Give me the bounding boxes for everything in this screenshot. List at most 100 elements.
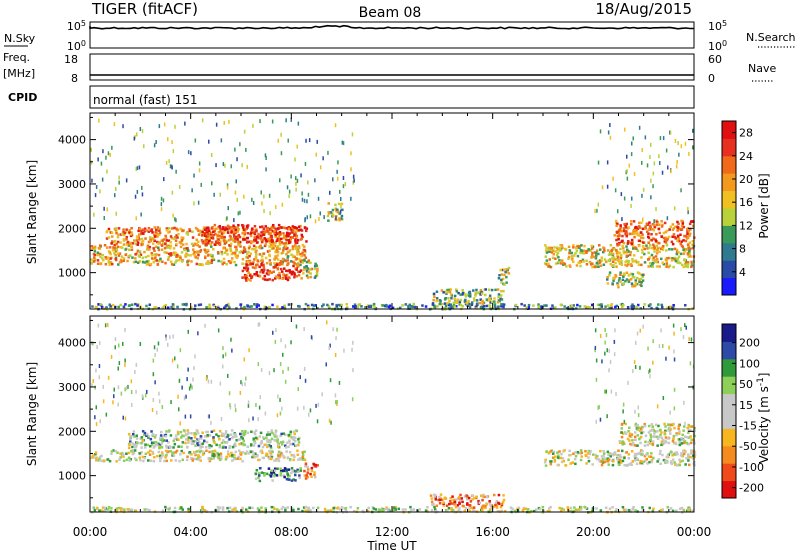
data-cell (628, 163, 630, 168)
data-cell (190, 432, 193, 435)
data-cell (280, 432, 283, 436)
data-cell (216, 451, 219, 455)
data-cell (649, 435, 653, 438)
data-cell (256, 303, 259, 306)
data-cell (118, 252, 122, 255)
data-cell (611, 463, 615, 467)
data-cell (132, 443, 136, 446)
data-cell (123, 231, 126, 235)
data-cell (556, 451, 559, 454)
data-cell (595, 419, 597, 424)
data-cell (662, 396, 665, 400)
y-tick-label: 3000 (58, 178, 86, 191)
data-cell (638, 226, 641, 229)
data-cell (307, 271, 310, 274)
data-cell (112, 246, 115, 249)
data-cell (181, 303, 185, 306)
data-cell (595, 261, 599, 265)
data-cell (162, 198, 165, 203)
data-cell (498, 274, 501, 277)
data-cell (286, 246, 289, 250)
data-cell (307, 180, 309, 185)
data-cell (218, 430, 222, 433)
data-cell (253, 228, 256, 232)
data-cell (304, 256, 308, 259)
data-cell (155, 233, 159, 236)
data-cell (236, 457, 239, 460)
data-cell (610, 306, 613, 309)
data-cell (455, 498, 458, 501)
data-cell (135, 235, 139, 238)
data-cell (686, 236, 690, 240)
data-cell (190, 453, 193, 456)
data-cell (177, 232, 180, 236)
data-cell (309, 408, 312, 413)
data-cell (612, 279, 615, 282)
data-cell (567, 255, 571, 259)
data-cell (545, 450, 548, 453)
data-cell (258, 435, 261, 438)
data-cell (197, 443, 200, 447)
data-cell (269, 211, 271, 216)
data-cell (649, 455, 653, 458)
data-cell (666, 306, 669, 310)
data-cell (654, 259, 657, 262)
data-cell (208, 446, 211, 450)
data-cell (126, 240, 130, 244)
data-cell (659, 136, 662, 141)
data-cell (682, 248, 685, 251)
data-cell (206, 434, 209, 437)
data-cell (591, 251, 594, 255)
data-cell (135, 444, 138, 447)
data-cell (235, 307, 238, 310)
data-cell (248, 418, 250, 423)
data-cell (659, 433, 662, 437)
data-cell (165, 228, 168, 232)
data-cell (246, 260, 250, 264)
data-cell (645, 244, 648, 247)
data-cell (613, 234, 616, 237)
data-cell (638, 429, 642, 433)
data-cell (684, 248, 688, 251)
data-cell (145, 229, 149, 232)
data-cell (155, 253, 158, 256)
data-cell (606, 460, 610, 463)
data-cell (606, 348, 608, 353)
data-cell (184, 414, 187, 419)
data-cell (643, 261, 647, 264)
data-cell (636, 227, 640, 230)
data-cell (664, 441, 668, 444)
data-cell (127, 446, 131, 450)
data-cell (450, 297, 453, 300)
data-cell (321, 392, 323, 397)
data-cell (474, 294, 477, 297)
data-cell (208, 306, 212, 309)
data-cell (135, 434, 138, 437)
colorbar-segment (722, 376, 736, 395)
data-cell (141, 439, 144, 442)
data-cell (306, 215, 308, 220)
data-cell (210, 420, 212, 425)
data-cell (292, 430, 296, 434)
data-cell (294, 436, 297, 440)
power-scatter-cells (90, 117, 696, 311)
data-cell (240, 433, 243, 436)
data-cell (273, 258, 276, 261)
data-cell (677, 424, 681, 428)
data-cell (264, 256, 268, 260)
data-cell (604, 340, 606, 345)
data-cell (290, 270, 294, 274)
data-cell (98, 509, 101, 512)
data-cell (670, 240, 674, 244)
data-cell (450, 502, 453, 505)
data-cell (263, 274, 267, 278)
data-cell (478, 301, 482, 305)
data-cell (606, 184, 609, 189)
data-cell (141, 394, 144, 399)
data-cell (208, 240, 211, 243)
data-cell (197, 331, 199, 336)
data-cell (152, 398, 155, 402)
data-cell (380, 507, 384, 510)
data-cell (338, 212, 341, 215)
data-cell (596, 208, 598, 213)
